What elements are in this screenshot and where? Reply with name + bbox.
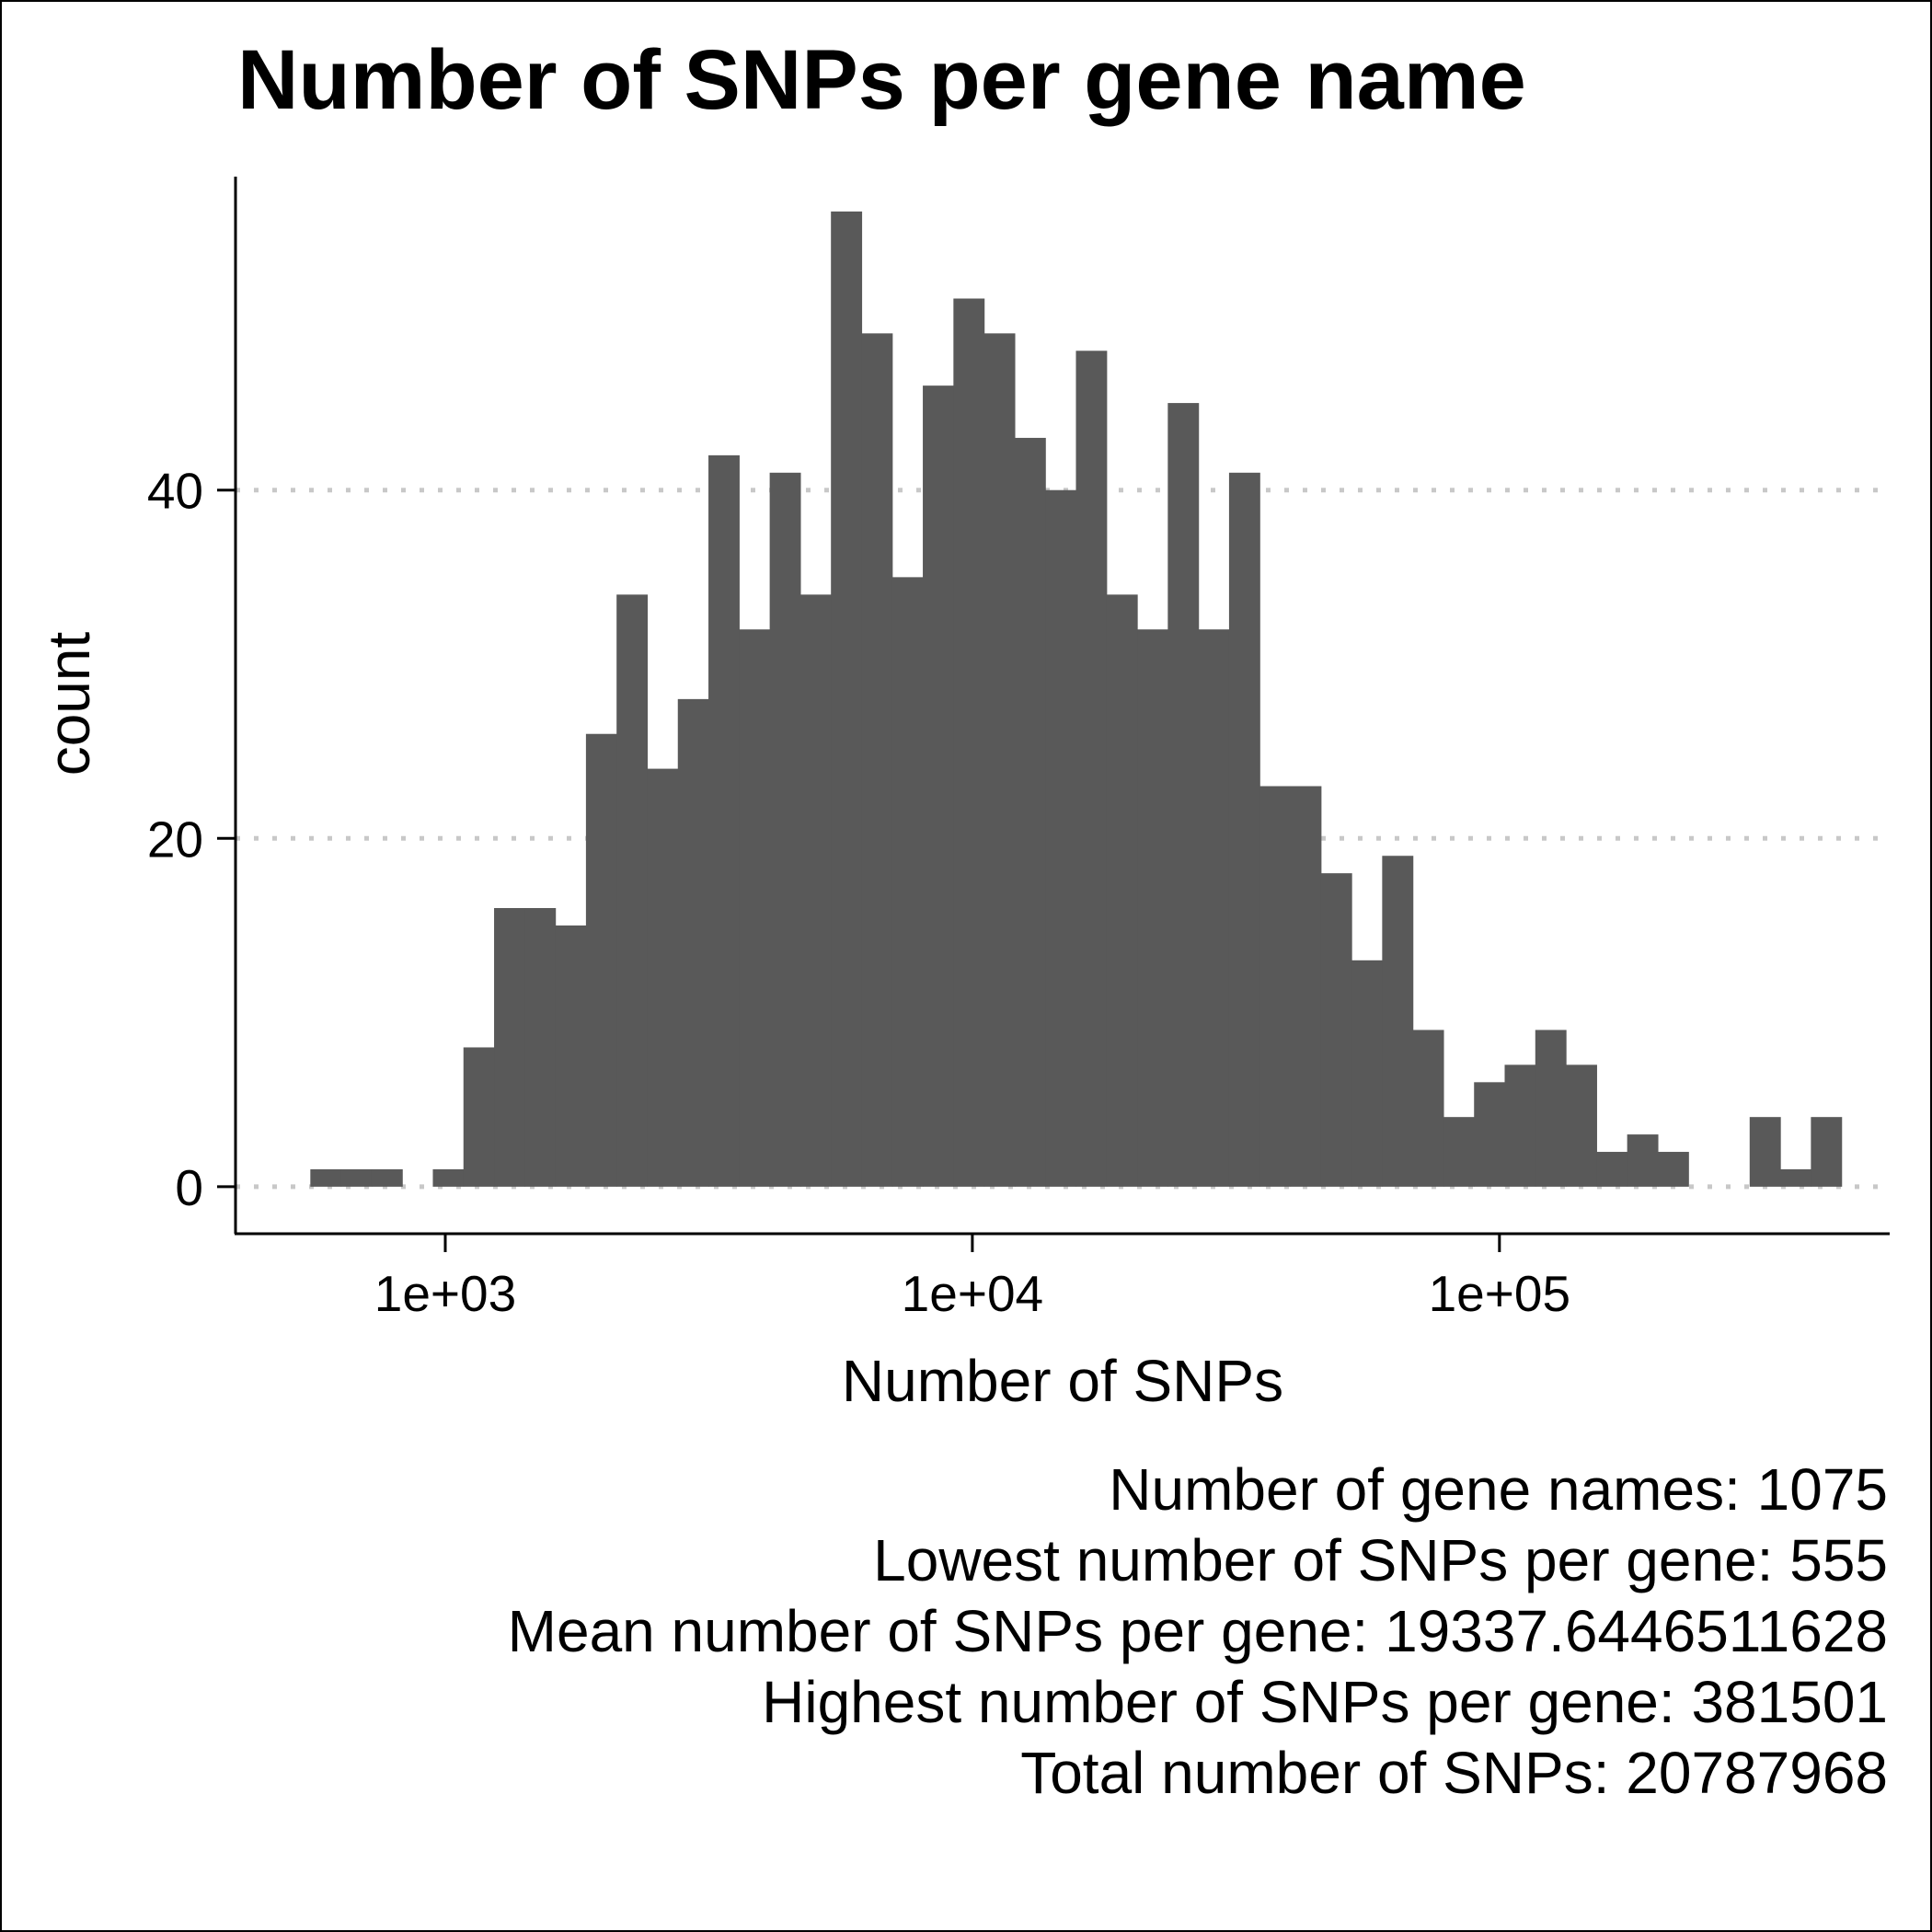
histogram-bar (1228, 472, 1260, 1187)
y-tick-label: 0 (175, 1159, 203, 1216)
histogram-bar (463, 1047, 495, 1187)
caption-line-total: Total number of SNPs: 20787968 (1020, 1740, 1888, 1806)
histogram-bar (769, 472, 801, 1187)
histogram-bar (677, 698, 709, 1187)
histogram-bar (1443, 1117, 1475, 1187)
histogram-bar (1137, 629, 1168, 1187)
histogram-bar (983, 333, 1016, 1187)
y-tick-label: 40 (147, 463, 203, 520)
histogram-bar (1106, 594, 1138, 1187)
histogram-bar (432, 1168, 465, 1187)
histogram-bar (891, 577, 924, 1187)
histogram-bar (1382, 856, 1414, 1187)
histogram-bar (555, 925, 587, 1187)
y-tick-label: 20 (147, 811, 203, 868)
histogram-bar (494, 908, 525, 1187)
histogram-bar (1351, 960, 1383, 1187)
histogram-bar (1780, 1168, 1811, 1187)
caption-line-highest: Highest number of SNPs per gene: 381501 (762, 1669, 1888, 1735)
histogram-bar (1596, 1152, 1628, 1187)
x-tick-label: 1e+05 (1429, 1265, 1570, 1322)
caption-line-lowest: Lowest number of SNPs per gene: 555 (873, 1527, 1888, 1593)
x-tick-label: 1e+03 (374, 1265, 516, 1322)
histogram-bar (708, 454, 740, 1187)
histogram-bar (371, 1168, 403, 1187)
histogram-bar (1198, 629, 1230, 1187)
histogram-bar (831, 211, 863, 1187)
histogram-bar (1014, 437, 1046, 1187)
histogram-bar (1627, 1134, 1659, 1187)
summary-caption: Number of gene names: 1075 Lowest number… (508, 1456, 1888, 1806)
histogram-bar (953, 298, 985, 1187)
histogram-bar (1566, 1064, 1597, 1187)
histogram-bar (616, 594, 649, 1187)
histogram-bar (1535, 1029, 1567, 1187)
histogram-bar (739, 629, 771, 1187)
histogram-bar (1749, 1117, 1781, 1187)
chart-title: Number of SNPs per gene name (237, 33, 1526, 127)
x-tick-label: 1e+04 (902, 1265, 1043, 1322)
caption-line-gene-names: Number of gene names: 1075 (1109, 1456, 1888, 1523)
histogram-bar (1259, 786, 1292, 1187)
histogram-bar (1412, 1029, 1444, 1187)
histogram-bar (647, 768, 679, 1187)
histogram-bar (1075, 351, 1108, 1187)
x-axis-ticks: 1e+03 1e+04 1e+05 (374, 1234, 1570, 1322)
histogram-bar (585, 733, 617, 1187)
histogram-bar (1657, 1152, 1689, 1187)
x-axis-label: Number of SNPs (842, 1348, 1283, 1414)
histogram-bar (1474, 1082, 1506, 1187)
histogram-bar (923, 385, 954, 1187)
histogram-bar (1167, 403, 1200, 1187)
histogram-bar (340, 1168, 373, 1187)
y-axis-ticks: 0 20 40 (147, 463, 236, 1216)
y-axis-label: count (36, 632, 102, 776)
histogram-bar (1504, 1064, 1536, 1187)
histogram-bar (1290, 786, 1322, 1187)
histogram-bar (799, 594, 832, 1187)
histogram-bar (524, 908, 557, 1187)
histogram-bar (1045, 489, 1077, 1187)
caption-line-mean: Mean number of SNPs per gene: 19337.6446… (508, 1598, 1888, 1664)
histogram-bar (310, 1168, 342, 1187)
histogram-bar (1320, 873, 1352, 1187)
histogram-bars (310, 211, 1843, 1187)
histogram-bar (861, 333, 893, 1187)
histogram-bar (1811, 1117, 1843, 1187)
